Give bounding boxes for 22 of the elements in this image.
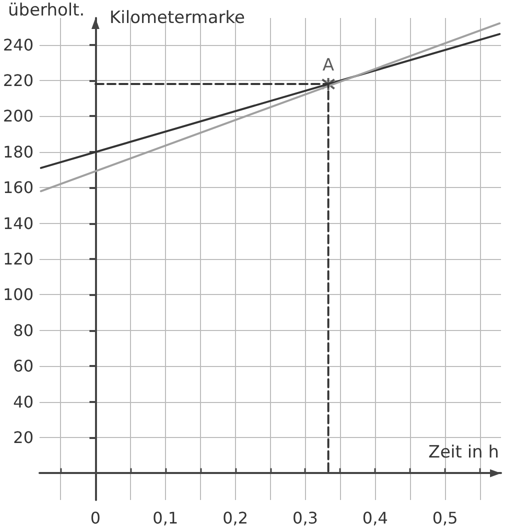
x-tick-label: 0,4 [362,508,388,526]
y-tick-label: 100 [2,285,34,304]
annotation: überholt. [8,0,85,20]
annotation: A [322,56,334,76]
y-tick-label: 140 [2,214,34,233]
y-tick-label: 40 [13,392,34,412]
y-tick-label: 60 [13,356,34,376]
x-tick-label: 0,3 [292,508,318,526]
x-tick-label: 0,2 [222,508,248,526]
y-tick-label: 220 [2,70,34,90]
x-tick-label: 0,1 [152,508,178,526]
y-tick-label: 240 [2,35,34,54]
x-tick-label: 0 [90,508,101,526]
y-tick-label: 180 [2,142,34,162]
y-tick-label: 200 [2,106,34,126]
y-tick-label: 120 [2,250,34,268]
x-tick-label: 0,5 [432,508,458,526]
y-axis-title: Kilometermarke [109,8,245,28]
y-tick-label: 160 [2,178,34,198]
y-tick-label: 80 [13,320,34,340]
y-tick-label: 20 [13,428,34,448]
x-axis-title: Zeit in h [428,442,499,463]
